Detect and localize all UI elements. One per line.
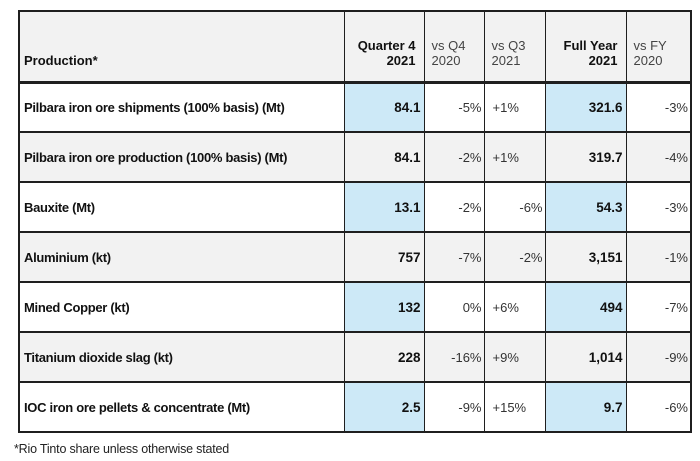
full-year-2021-value: 9.7 <box>544 381 627 433</box>
q4-2021-value: 84.1 <box>343 81 425 133</box>
q4-2021-value: 2.5 <box>343 381 425 433</box>
header-line2: 2020 <box>633 52 663 68</box>
header-line2: 2021 <box>588 52 618 68</box>
full-year-2021-value: 319.7 <box>544 131 627 183</box>
column-header-vs-q4-2020: vs Q4 2020 <box>423 10 485 84</box>
header-text: Production* <box>24 52 98 68</box>
header-line2: 2020 <box>431 52 461 68</box>
vs-fy-2020-value: -7% <box>625 281 692 333</box>
vs-q4-2020-value: -7% <box>423 231 485 283</box>
q4-2021-value: 132 <box>343 281 425 333</box>
table-row: Bauxite (Mt) 13.1 -2% -6% 54.3 -3% <box>18 181 692 233</box>
vs-q4-2020-value: -9% <box>423 381 485 433</box>
product-label: Pilbara iron ore shipments (100% basis) … <box>18 81 345 133</box>
header-row: Production* Quarter 4 2021 vs Q4 2020 vs… <box>18 10 692 84</box>
product-label: Titanium dioxide slag (kt) <box>18 331 345 383</box>
header-line1: Full Year <box>563 37 618 53</box>
product-label: Mined Copper (kt) <box>18 281 345 333</box>
vs-q3-2021-value: +1% <box>483 131 546 183</box>
product-label: Aluminium (kt) <box>18 231 345 283</box>
full-year-2021-value: 1,014 <box>544 331 627 383</box>
vs-fy-2020-value: -9% <box>625 331 692 383</box>
vs-q4-2020-value: -5% <box>423 81 485 133</box>
header-line2: 2021 <box>491 52 521 68</box>
column-header-vs-fy-2020: vs FY 2020 <box>625 10 692 84</box>
header-line1: vs FY <box>633 37 667 53</box>
vs-q3-2021-value: -6% <box>483 181 546 233</box>
product-label: Pilbara iron ore production (100% basis)… <box>18 131 345 183</box>
table-row: Aluminium (kt) 757 -7% -2% 3,151 -1% <box>18 231 692 283</box>
vs-q4-2020-value: -2% <box>423 181 485 233</box>
header-line1: Quarter 4 <box>357 37 416 53</box>
header-line1: vs Q3 <box>491 37 526 53</box>
table-row: IOC iron ore pellets & concentrate (Mt) … <box>18 381 692 433</box>
table-row: Pilbara iron ore shipments (100% basis) … <box>18 81 692 133</box>
header-line2: 2021 <box>386 52 416 68</box>
table-header: Production* Quarter 4 2021 vs Q4 2020 vs… <box>18 10 692 84</box>
full-year-2021-value: 321.6 <box>544 81 627 133</box>
vs-q3-2021-value: +6% <box>483 281 546 333</box>
footnote: *Rio Tinto share unless otherwise stated <box>14 442 230 456</box>
q4-2021-value: 84.1 <box>343 131 425 183</box>
q4-2021-value: 757 <box>343 231 425 283</box>
vs-fy-2020-value: -6% <box>625 381 692 433</box>
column-header-quarter4-2021: Quarter 4 2021 <box>343 10 425 84</box>
vs-fy-2020-value: -4% <box>625 131 692 183</box>
table-row: Titanium dioxide slag (kt) 228 -16% +9% … <box>18 331 692 383</box>
table-row: Mined Copper (kt) 132 0% +6% 494 -7% <box>18 281 692 333</box>
header-line1: vs Q4 <box>431 37 466 53</box>
vs-q3-2021-value: +1% <box>483 81 546 133</box>
q4-2021-value: 228 <box>343 331 425 383</box>
vs-q4-2020-value: -2% <box>423 131 485 183</box>
vs-fy-2020-value: -1% <box>625 231 692 283</box>
product-label: Bauxite (Mt) <box>18 181 345 233</box>
column-header-production: Production* <box>18 10 345 84</box>
vs-q3-2021-value: +9% <box>483 331 546 383</box>
vs-q3-2021-value: +15% <box>483 381 546 433</box>
vs-fy-2020-value: -3% <box>625 81 692 133</box>
table-row: Pilbara iron ore production (100% basis)… <box>18 131 692 183</box>
product-label: IOC iron ore pellets & concentrate (Mt) <box>18 381 345 433</box>
vs-q3-2021-value: -2% <box>483 231 546 283</box>
column-header-full-year-2021: Full Year 2021 <box>544 10 627 84</box>
vs-fy-2020-value: -3% <box>625 181 692 233</box>
full-year-2021-value: 3,151 <box>544 231 627 283</box>
q4-2021-value: 13.1 <box>343 181 425 233</box>
full-year-2021-value: 494 <box>544 281 627 333</box>
table-body: Pilbara iron ore shipments (100% basis) … <box>18 81 692 433</box>
column-header-vs-q3-2021: vs Q3 2021 <box>483 10 546 84</box>
vs-q4-2020-value: 0% <box>423 281 485 333</box>
vs-q4-2020-value: -16% <box>423 331 485 383</box>
full-year-2021-value: 54.3 <box>544 181 627 233</box>
production-results-table: Production* Quarter 4 2021 vs Q4 2020 vs… <box>18 10 692 433</box>
